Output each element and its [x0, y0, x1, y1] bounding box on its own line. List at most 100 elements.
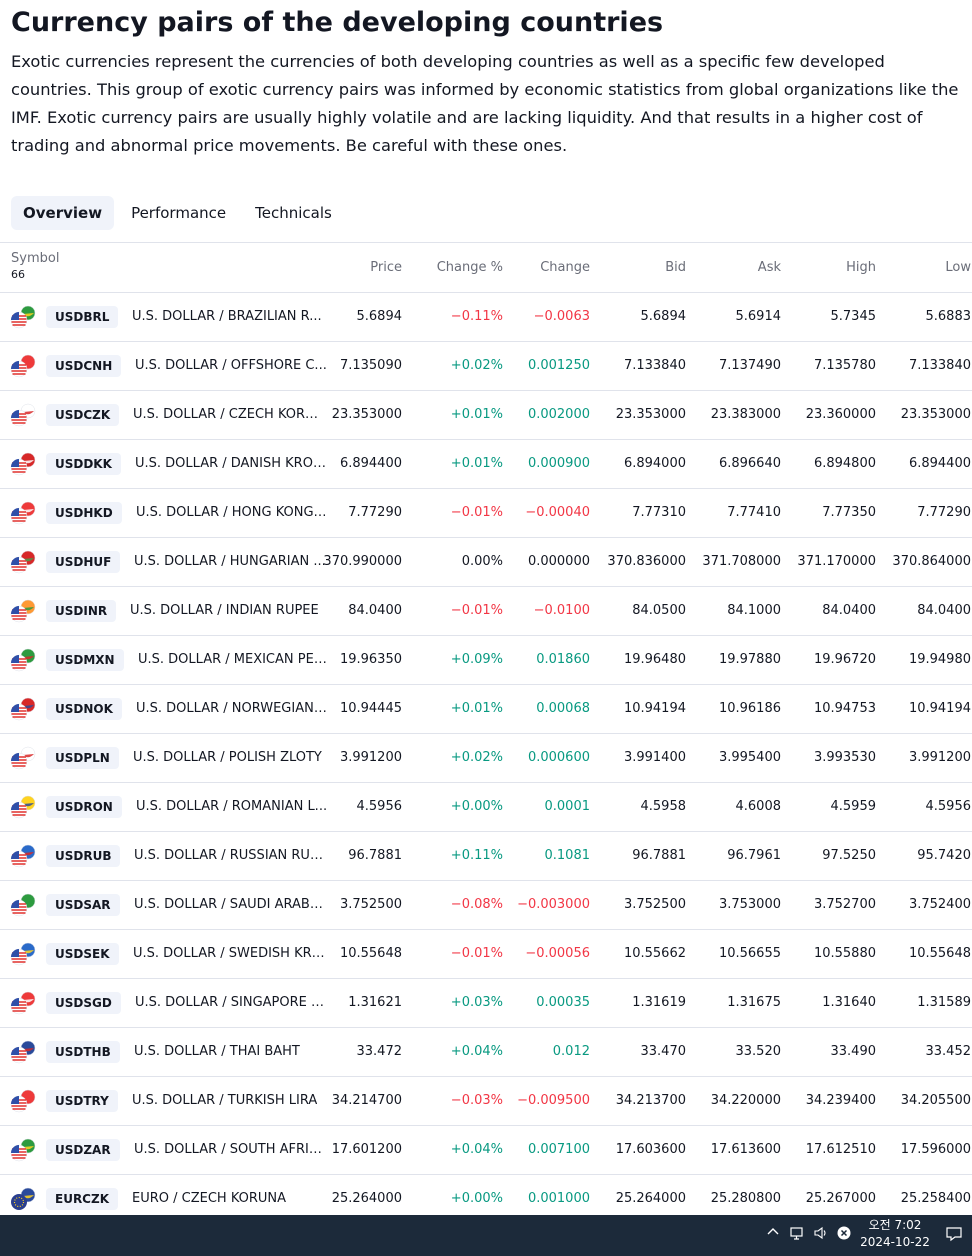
low-cell: 19.94980 [908, 652, 971, 667]
change-cell: 0.001000 [527, 1191, 590, 1206]
high-cell: 19.96720 [813, 652, 876, 667]
ticker-badge[interactable]: USDCZK [46, 404, 120, 426]
volume-icon[interactable] [811, 1225, 831, 1245]
bid-cell: 3.752500 [623, 897, 686, 912]
price-cell: 17.601200 [331, 1142, 402, 1157]
bid-cell: 1.31619 [632, 995, 686, 1010]
tab-technicals[interactable]: Technicals [255, 204, 332, 222]
br-flag-icon [10, 305, 36, 329]
ticker-badge[interactable]: USDINR [46, 600, 117, 622]
column-header-symbol[interactable]: Symbol 66 [11, 243, 59, 300]
table-row[interactable]: USDNOK U.S. DOLLAR / NORWEGIAN ... 10.9444… [0, 685, 972, 734]
hu-flag-icon [10, 550, 36, 574]
table-row[interactable]: USDTHB U.S. DOLLAR / THAI BAHT 33.472 +0.04… [0, 1028, 972, 1077]
table-row[interactable]: USDSGD U.S. DOLLAR / SINGAPORE D... 1.3162… [0, 979, 972, 1028]
column-header-bid[interactable]: Bid [665, 260, 686, 275]
tab-overview[interactable]: Overview [11, 196, 115, 230]
ask-cell: 5.6914 [735, 309, 782, 324]
column-header-change-percent[interactable]: Change % [436, 260, 503, 275]
ticker-badge[interactable]: USDTHB [46, 1041, 120, 1063]
table-row[interactable]: USDHUF U.S. DOLLAR / HUNGARIAN ... 370.990… [0, 538, 972, 587]
ask-cell: 17.613600 [710, 1142, 781, 1157]
tr-flag-icon [10, 1089, 36, 1113]
ticker-badge[interactable]: USDZAR [46, 1139, 120, 1161]
table-row[interactable]: USDCNH U.S. DOLLAR / OFFSHORE C... 7.13509… [0, 342, 972, 391]
clock-date: 2024-10-22 [860, 1235, 930, 1249]
th-flag-icon [10, 1040, 36, 1064]
table-row[interactable]: USDHKD U.S. DOLLAR / HONG KONG ... 7.77290… [0, 489, 972, 538]
change-cell: 0.00035 [536, 995, 590, 1010]
bid-cell: 19.96480 [623, 652, 686, 667]
pair-description: U.S. DOLLAR / NORWEGIAN ... [136, 701, 328, 716]
ticker-badge[interactable]: USDSAR [46, 894, 120, 916]
change-cell: −0.009500 [517, 1093, 590, 1108]
ticker-badge[interactable]: USDHUF [46, 551, 121, 573]
ticker-badge[interactable]: USDMXN [46, 649, 124, 671]
network-icon[interactable] [787, 1225, 807, 1245]
ticker-badge[interactable]: USDDKK [46, 453, 121, 475]
change-cell: −0.00040 [525, 505, 590, 520]
system-clock[interactable]: 오전 7:02 2024-10-22 [855, 1217, 935, 1251]
ticker-badge[interactable]: EURCZK [46, 1188, 118, 1210]
table-row[interactable]: USDDKK U.S. DOLLAR / DANISH KRONE 6.894400… [0, 440, 972, 489]
ticker-badge[interactable]: USDTRY [46, 1090, 118, 1112]
change-percent-cell: −0.01% [450, 946, 503, 961]
pair-description: U.S. DOLLAR / DANISH KRONE [135, 456, 327, 471]
price-cell: 23.353000 [331, 407, 402, 422]
table-row[interactable]: USDTRY U.S. DOLLAR / TURKISH LIRA 34.21470… [0, 1077, 972, 1126]
page-title: Currency pairs of the developing countri… [11, 7, 664, 38]
table-row[interactable]: USDSEK U.S. DOLLAR / SWEDISH KRO... 10.556… [0, 930, 972, 979]
change-cell: 0.007100 [527, 1142, 590, 1157]
high-cell: 97.5250 [822, 848, 876, 863]
table-row[interactable]: USDINR U.S. DOLLAR / INDIAN RUPEE 84.0400 −… [0, 587, 972, 636]
ticker-badge[interactable]: USDNOK [46, 698, 122, 720]
chevron-up-icon[interactable] [763, 1225, 783, 1245]
table-row[interactable]: USDZAR U.S. DOLLAR / SOUTH AFRIC... 17.601… [0, 1126, 972, 1175]
pair-description: U.S. DOLLAR / INDIAN RUPEE [130, 603, 319, 618]
price-cell: 96.7881 [348, 848, 402, 863]
ticker-badge[interactable]: USDPLN [46, 747, 119, 769]
table-row[interactable]: USDPLN U.S. DOLLAR / POLISH ZLOTY 3.991200… [0, 734, 972, 783]
ticker-badge[interactable]: USDSEK [46, 943, 119, 965]
dk-flag-icon [10, 452, 36, 476]
price-cell: 10.94445 [339, 701, 402, 716]
change-percent-cell: +0.04% [450, 1044, 503, 1059]
high-cell: 4.5959 [830, 799, 877, 814]
price-cell: 25.264000 [331, 1191, 402, 1206]
ticker-badge[interactable]: USDCNH [46, 355, 122, 377]
ticker-badge[interactable]: USDSGD [46, 992, 121, 1014]
bid-cell: 84.0500 [632, 603, 686, 618]
page-description: Exotic currencies represent the currenci… [11, 52, 959, 155]
table-row[interactable]: USDMXN U.S. DOLLAR / MEXICAN PESO 19.96350… [0, 636, 972, 685]
ticker-badge[interactable]: USDHKD [46, 502, 122, 524]
change-cell: 0.01860 [536, 652, 590, 667]
table-row[interactable]: USDRUB U.S. DOLLAR / RUSSIAN RUB... 96.788… [0, 832, 972, 881]
mx-flag-icon [10, 648, 36, 672]
low-cell: 5.6883 [925, 309, 972, 324]
bid-cell: 6.894000 [623, 456, 686, 471]
pair-description: U.S. DOLLAR / POLISH ZLOTY [133, 750, 322, 765]
column-header-high[interactable]: High [846, 260, 876, 275]
price-cell: 5.6894 [356, 309, 403, 324]
close-circle-icon[interactable] [834, 1225, 854, 1245]
ask-cell: 6.896640 [718, 456, 781, 471]
low-cell: 10.94194 [908, 701, 971, 716]
table-row[interactable]: USDCZK U.S. DOLLAR / CZECH KORU... 23.3530… [0, 391, 972, 440]
ticker-badge[interactable]: USDRON [46, 796, 122, 818]
column-header-price[interactable]: Price [370, 260, 402, 275]
high-cell: 25.267000 [805, 1191, 876, 1206]
change-cell: −0.003000 [517, 897, 590, 912]
table-header: Symbol 66 Price Change % Change Bid Ask … [0, 242, 972, 293]
notification-icon[interactable] [944, 1225, 964, 1245]
column-header-change[interactable]: Change [540, 260, 590, 275]
ticker-badge[interactable]: USDBRL [46, 306, 119, 328]
tab-performance[interactable]: Performance [131, 204, 227, 222]
price-cell: 6.894400 [339, 456, 402, 471]
high-cell: 23.360000 [805, 407, 876, 422]
table-row[interactable]: USDRON U.S. DOLLAR / ROMANIAN L... 4.5956 +… [0, 783, 972, 832]
ticker-badge[interactable]: USDRUB [46, 845, 121, 867]
column-header-ask[interactable]: Ask [757, 260, 781, 275]
column-header-low[interactable]: Low [945, 260, 971, 275]
table-row[interactable]: USDSAR U.S. DOLLAR / SAUDI ARABI... 3.7525… [0, 881, 972, 930]
table-row[interactable]: USDBRL U.S. DOLLAR / BRAZILIAN R... 5.6894… [0, 293, 972, 342]
